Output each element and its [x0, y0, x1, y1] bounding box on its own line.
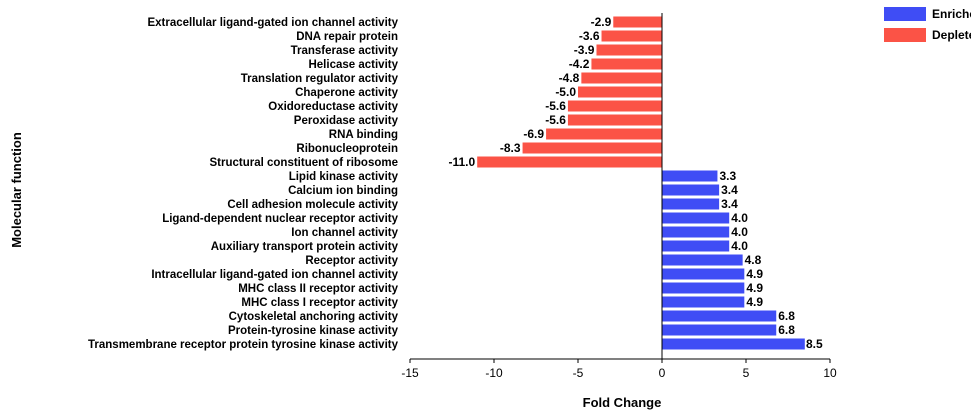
value-label: -5.6: [545, 99, 566, 113]
category-label: DNA repair protein: [296, 31, 398, 43]
x-tick-label: -10: [485, 366, 503, 380]
bar: [567, 100, 662, 112]
value-labels-group: -2.9-3.6-3.9-4.2-4.8-5.0-5.6-5.6-6.9-8.3…: [448, 15, 823, 351]
bar: [662, 212, 730, 224]
bar: [578, 86, 662, 98]
category-label: Transmembrane receptor protein tyrosine …: [88, 339, 399, 351]
category-label: Intracellular ligand-gated ion channel a…: [151, 269, 398, 281]
category-label: Ribonucleoprotein: [296, 143, 398, 155]
category-label: RNA binding: [329, 129, 398, 141]
category-label: Extracellular ligand-gated ion channel a…: [147, 17, 398, 29]
value-label: 8.5: [806, 337, 823, 351]
category-label: Calcium ion binding: [288, 185, 398, 197]
category-label: Chaperone activity: [295, 87, 398, 99]
value-label: -5.0: [555, 85, 576, 99]
x-axis-title: Fold Change: [583, 395, 662, 410]
bar: [662, 268, 745, 280]
value-label: -2.9: [591, 15, 612, 29]
value-label: -5.6: [545, 113, 566, 127]
category-label: Helicase activity: [308, 59, 398, 71]
bar: [567, 114, 662, 126]
category-label: Cell adhesion molecule activity: [227, 199, 398, 211]
value-label: 3.3: [719, 169, 736, 183]
bar: [662, 184, 720, 196]
category-label: Ion channel activity: [291, 227, 398, 239]
value-label: 4.0: [731, 225, 748, 239]
value-label: -8.3: [500, 141, 521, 155]
bar: [662, 324, 777, 336]
value-label: 4.9: [746, 295, 763, 309]
bar: [601, 30, 662, 42]
bar: [662, 310, 777, 322]
legend-label: Depleted: [932, 28, 971, 42]
bar: [662, 282, 745, 294]
category-label: Cytoskeletal anchoring activity: [229, 311, 399, 323]
category-label: Protein-tyrosine kinase activity: [228, 325, 399, 337]
value-label: -3.6: [579, 29, 600, 43]
category-label: Auxiliary transport protein activity: [211, 241, 399, 253]
value-label: 4.9: [746, 281, 763, 295]
category-label: Lipid kinase activity: [289, 171, 399, 183]
category-label: Oxidoreductase activity: [268, 101, 398, 113]
bar: [591, 58, 662, 70]
x-ticks-group: -15 -10 -5 0 5 10: [401, 359, 837, 380]
category-label: Structural constituent of ribosome: [210, 157, 399, 169]
value-label: -6.9: [523, 127, 544, 141]
bar: [662, 338, 805, 350]
legend: Enriched Depleted: [884, 7, 971, 42]
x-tick-label: 5: [743, 366, 750, 380]
bar: [596, 44, 662, 56]
category-label: Transferase activity: [291, 45, 399, 57]
category-label: Translation regulator activity: [241, 73, 399, 85]
value-label: 4.0: [731, 239, 748, 253]
bar: [662, 296, 745, 308]
category-label: Peroxidase activity: [294, 115, 399, 127]
category-label: Ligand-dependent nuclear receptor activi…: [162, 213, 398, 225]
x-tick-label: -15: [401, 366, 419, 380]
value-label: 4.8: [745, 253, 762, 267]
y-axis-title: Molecular function: [9, 132, 24, 248]
category-label: MHC class II receptor activity: [238, 283, 398, 295]
x-tick-label: 10: [823, 366, 837, 380]
x-tick-label: 0: [659, 366, 666, 380]
category-label: MHC class I receptor activity: [241, 297, 398, 309]
value-label: -3.9: [574, 43, 595, 57]
value-label: -11.0: [448, 155, 475, 169]
bar: [662, 254, 743, 266]
legend-label: Enriched: [932, 7, 971, 21]
legend-swatch: [884, 7, 926, 21]
category-labels-group: Extracellular ligand-gated ion channel a…: [88, 17, 399, 351]
value-label: 4.9: [746, 267, 763, 281]
value-label: 6.8: [778, 309, 795, 323]
value-label: 6.8: [778, 323, 795, 337]
bar: [477, 156, 662, 168]
bar: [581, 72, 662, 84]
legend-swatch: [884, 28, 926, 42]
bar: [662, 226, 730, 238]
bar: [613, 16, 662, 28]
x-tick-label: -5: [573, 366, 584, 380]
value-label: -4.8: [559, 71, 580, 85]
bar: [546, 128, 662, 140]
bar: [662, 240, 730, 252]
value-label: -4.2: [569, 57, 590, 71]
bar: [662, 198, 720, 210]
bar: [522, 142, 662, 154]
category-label: Receptor activity: [305, 255, 398, 267]
bars-group: [477, 16, 805, 350]
value-label: 3.4: [721, 197, 738, 211]
value-label: 4.0: [731, 211, 748, 225]
value-label: 3.4: [721, 183, 738, 197]
bar: [662, 170, 718, 182]
